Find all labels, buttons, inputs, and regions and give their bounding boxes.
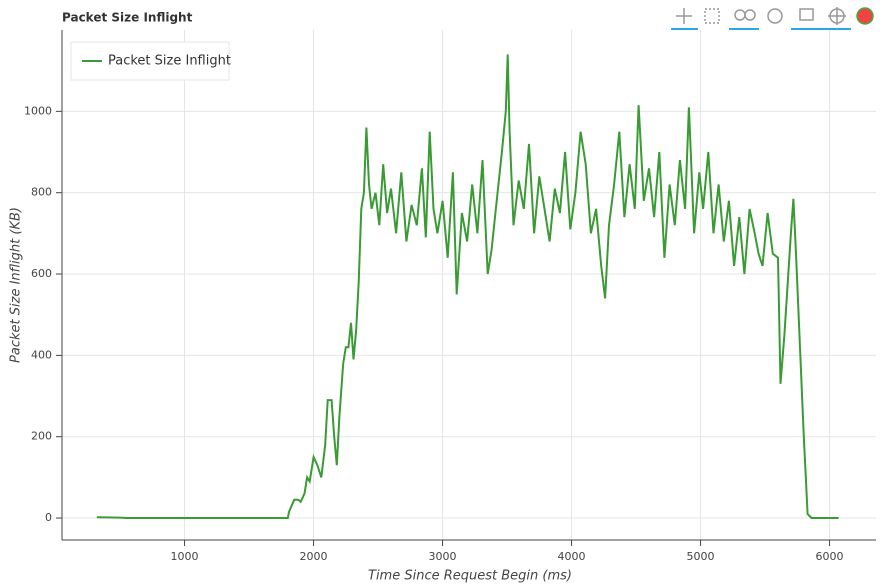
- y-tick-label: 0: [45, 511, 52, 524]
- y-tick-label: 600: [31, 267, 52, 280]
- pan-tool[interactable]: [671, 8, 698, 30]
- y-tick-label: 400: [31, 348, 52, 361]
- wheel-zoom-tool[interactable]: [729, 9, 759, 30]
- x-tick-label: 5000: [687, 550, 715, 563]
- x-tick-label: 3000: [429, 550, 457, 563]
- chart-title: Packet Size Inflight: [62, 11, 193, 25]
- x-tick-label: 2000: [300, 550, 328, 563]
- legend-label: Packet Size Inflight: [108, 54, 231, 69]
- x-tick-label: 6000: [816, 550, 844, 563]
- y-axis-label: Packet Size Inflight (KB): [9, 207, 24, 363]
- data-line: [96, 54, 839, 519]
- x-tick-label: 1000: [171, 550, 199, 563]
- y-tick-label: 200: [31, 430, 52, 443]
- hover-tool[interactable]: [791, 8, 851, 30]
- crosshair-tool[interactable]: [828, 7, 846, 25]
- toolbar: [671, 7, 874, 30]
- reset-tool[interactable]: [767, 8, 783, 24]
- x-tick-label: 4000: [558, 550, 586, 563]
- box-zoom-tool[interactable]: [704, 8, 720, 24]
- x-axis-label: Time Since Request Begin (ms): [368, 569, 572, 584]
- bokeh-logo[interactable]: [856, 7, 874, 25]
- y-tick-label: 800: [31, 186, 52, 199]
- y-tick-label: 1000: [24, 104, 52, 117]
